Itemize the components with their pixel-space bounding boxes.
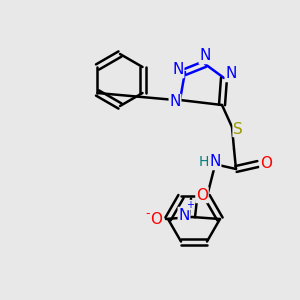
Text: N: N — [209, 154, 221, 169]
Text: H: H — [199, 155, 209, 169]
Text: -: - — [146, 208, 150, 220]
Text: +: + — [186, 200, 194, 210]
Text: N: N — [169, 94, 181, 110]
Text: O: O — [196, 188, 208, 202]
Text: O: O — [150, 212, 162, 226]
Text: N: N — [178, 208, 190, 223]
Text: N: N — [199, 49, 211, 64]
Text: S: S — [233, 122, 243, 136]
Text: N: N — [172, 62, 184, 77]
Text: N: N — [225, 67, 237, 82]
Text: O: O — [260, 157, 272, 172]
